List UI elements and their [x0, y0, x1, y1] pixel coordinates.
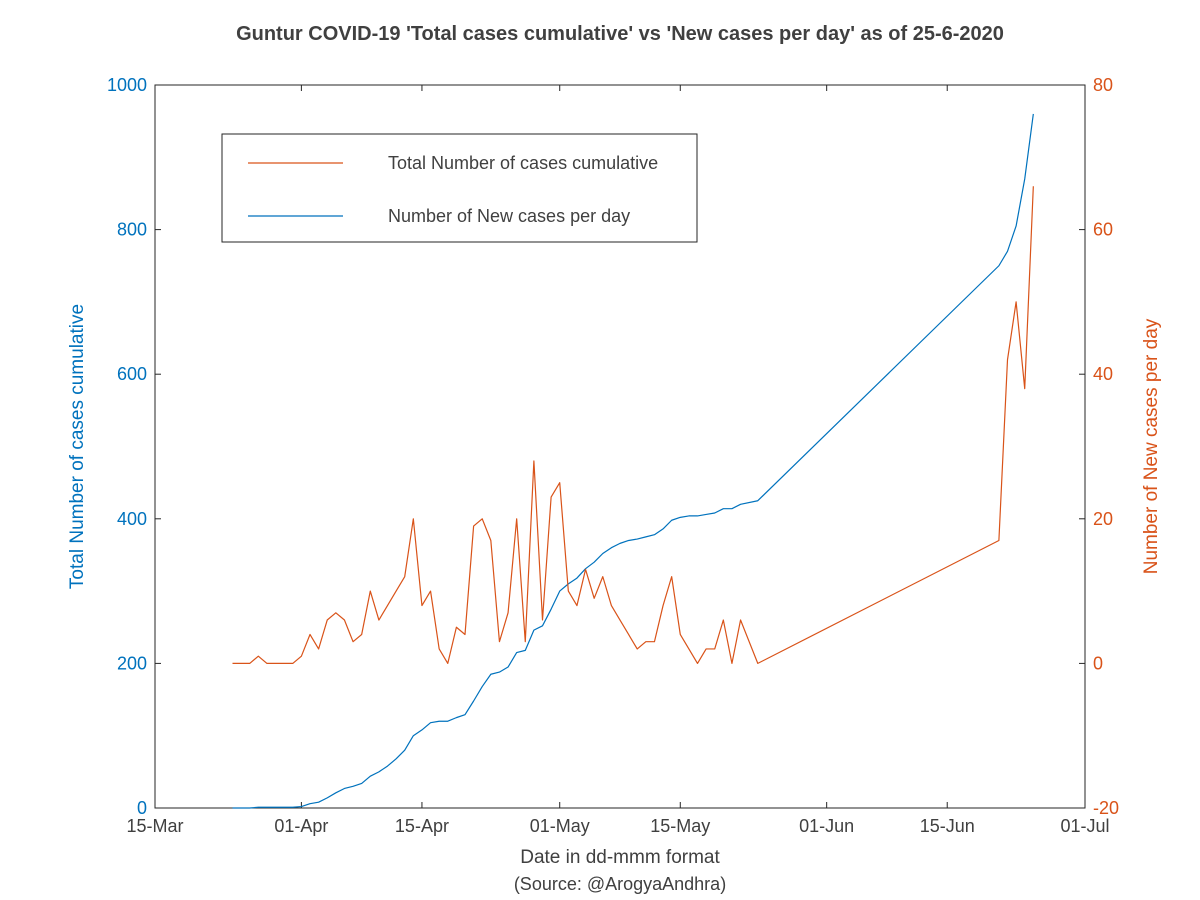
chart-svg: Guntur COVID-19 'Total cases cumulative'… — [0, 0, 1200, 900]
legend-label: Total Number of cases cumulative — [388, 153, 658, 173]
y-left-tick-label: 0 — [137, 798, 147, 818]
chart-container: Guntur COVID-19 'Total cases cumulative'… — [0, 0, 1200, 900]
x-tick-label: 15-Mar — [126, 816, 183, 836]
y-right-tick-label: 0 — [1093, 653, 1103, 673]
y-left-tick-label: 200 — [117, 653, 147, 673]
x-tick-label: 01-Apr — [274, 816, 328, 836]
x-axis-sublabel: (Source: @ArogyaAndhra) — [514, 874, 726, 894]
x-tick-label: 01-Jul — [1060, 816, 1109, 836]
y-left-tick-label: 400 — [117, 509, 147, 529]
y-left-tick-label: 600 — [117, 364, 147, 384]
y-left-axis-label: Total Number of cases cumulative — [67, 304, 88, 589]
y-left-tick-label: 800 — [117, 220, 147, 240]
y-left-tick-label: 1000 — [107, 75, 147, 95]
y-right-tick-label: 20 — [1093, 509, 1113, 529]
x-axis-label: Date in dd-mmm format — [520, 847, 720, 868]
legend-label: Number of New cases per day — [388, 206, 630, 226]
x-tick-label: 01-Jun — [799, 816, 854, 836]
x-tick-label: 01-May — [530, 816, 590, 836]
y-right-tick-label: 40 — [1093, 364, 1113, 384]
y-right-axis-label: Number of New cases per day — [1141, 318, 1162, 574]
y-right-tick-label: 80 — [1093, 75, 1113, 95]
x-tick-label: 15-Jun — [920, 816, 975, 836]
y-right-tick-label: 60 — [1093, 220, 1113, 240]
x-tick-label: 15-May — [650, 816, 710, 836]
y-right-tick-label: -20 — [1093, 798, 1119, 818]
x-tick-label: 15-Apr — [395, 816, 449, 836]
chart-title: Guntur COVID-19 'Total cases cumulative'… — [236, 23, 1004, 45]
